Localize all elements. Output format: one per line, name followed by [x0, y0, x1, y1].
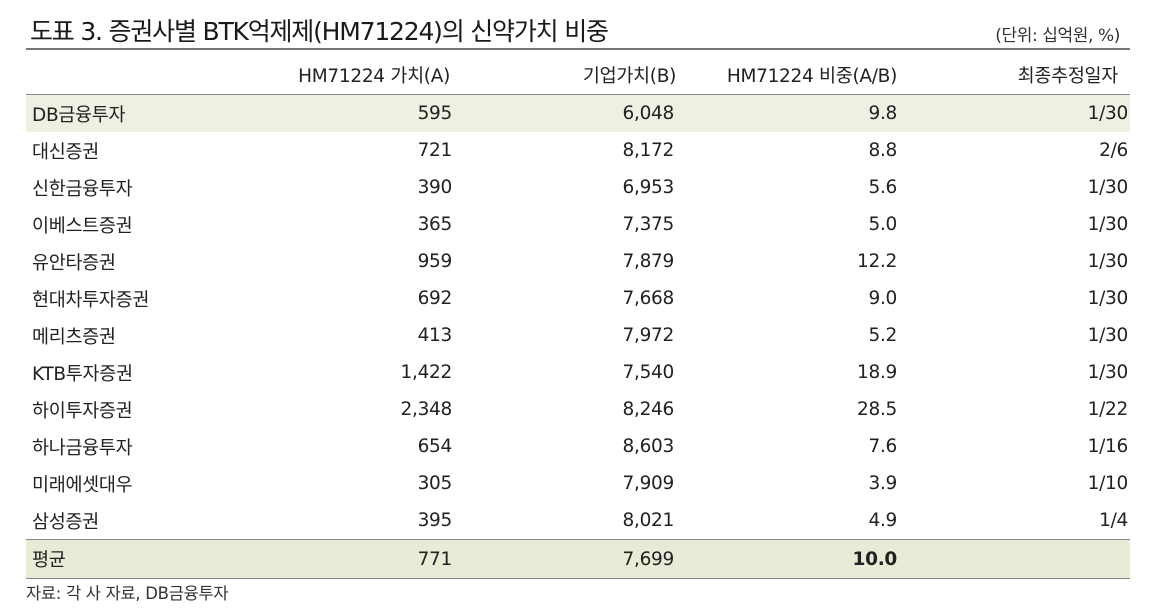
header-share: HM71224 비중(A/B)	[678, 56, 899, 95]
table-title: 도표 3. 증권사별 BTK억제제(HM71224)의 신약가치 비중	[30, 17, 609, 46]
broker-cell: 현대차투자증권	[32, 289, 150, 311]
share-cell: 12.2	[857, 251, 897, 272]
table-row: 삼성증권 395 8,021 4.9 1/4	[26, 502, 1130, 540]
value-cell: 721	[417, 140, 453, 161]
share-cell: 9.8	[678, 94, 899, 132]
date-cell: 1/30	[1087, 251, 1129, 272]
broker-cell: 삼성증권	[32, 511, 99, 533]
table-row: DB금융투자 595 6,048 9.8 1/30	[26, 94, 1130, 132]
value-cell: 959	[417, 251, 453, 272]
date-cell: 1/16	[1087, 436, 1129, 457]
date-cell: 1/30	[1087, 362, 1129, 383]
date-cell: 1/22	[1087, 399, 1129, 420]
table-row: 대신증권 721 8,172 8.8 2/6	[26, 132, 1130, 169]
broker-cell: 하나금융투자	[32, 437, 133, 459]
broker-cell: 하이투자증권	[32, 400, 133, 422]
firm-value-cell: 7,909	[622, 473, 675, 494]
share-cell: 5.2	[868, 325, 897, 346]
firm-value-cell: 6,048	[456, 94, 678, 132]
value-cell: 654	[417, 436, 453, 457]
date-cell: 1/30	[1087, 325, 1129, 346]
broker-cell: 이베스트증권	[32, 215, 133, 237]
share-cell: 4.9	[868, 510, 897, 531]
table-row: 이베스트증권 365 7,375 5.0 1/30	[26, 206, 1130, 243]
average-date	[899, 539, 1130, 579]
date-cell: 1/30	[1087, 214, 1129, 235]
table-body: DB금융투자 595 6,048 9.8 1/30 대신증권 721 8,172 8.8 2/6 신…	[26, 94, 1130, 579]
share-cell: 9.0	[868, 288, 897, 309]
firm-value-cell: 8,172	[622, 140, 675, 161]
value-cell: 413	[417, 325, 453, 346]
table-row: 유안타증권 959 7,879 12.2 1/30	[26, 243, 1130, 280]
average-firm-value: 7,699	[456, 539, 678, 579]
share-cell: 28.5	[857, 399, 897, 420]
value-cell: 2,348	[400, 399, 453, 420]
table-row: 메리츠증권 413 7,972 5.2 1/30	[26, 317, 1130, 354]
firm-value-cell: 7,668	[622, 288, 675, 309]
table-row: 하나금융투자 654 8,603 7.6 1/16	[26, 428, 1130, 465]
average-label: 평균	[26, 539, 226, 579]
date-cell: 1/10	[1087, 473, 1129, 494]
broker-cell: 미래에셋대우	[32, 474, 133, 496]
firm-value-cell: 7,879	[622, 251, 675, 272]
firm-value-cell: 7,375	[622, 214, 675, 235]
value-cell: 390	[417, 177, 453, 198]
firm-value-cell: 6,953	[622, 177, 675, 198]
table-row: 하이투자증권 2,348 8,246 28.5 1/22	[26, 391, 1130, 428]
broker-cell: KTB투자증권	[32, 363, 133, 385]
share-cell: 18.9	[857, 362, 897, 383]
table-row: KTB투자증권 1,422 7,540 18.9 1/30	[26, 354, 1130, 391]
header-date: 최종추정일자	[899, 56, 1130, 95]
average-share: 10.0	[678, 539, 899, 579]
header-broker	[26, 56, 226, 95]
date-cell: 1/30	[899, 94, 1130, 132]
value-cell: 395	[417, 510, 453, 531]
share-cell: 7.6	[868, 436, 897, 457]
header-row: HM71224 가치(A) 기업가치(B) HM71224 비중(A/B) 최종…	[26, 56, 1130, 95]
share-cell: 5.6	[868, 177, 897, 198]
average-row: 평균 771 7,699 10.0	[26, 539, 1130, 579]
table-row: 미래에셋대우 305 7,909 3.9 1/10	[26, 465, 1130, 502]
broker-cell: 메리츠증권	[32, 326, 116, 348]
value-cell: 595	[226, 94, 456, 132]
date-cell: 1/30	[1087, 177, 1129, 198]
value-cell: 692	[417, 288, 453, 309]
firm-value-cell: 7,972	[622, 325, 675, 346]
broker-cell: DB금융투자	[26, 94, 226, 132]
date-cell: 1/30	[1087, 288, 1129, 309]
broker-cell: 신한금융투자	[32, 178, 133, 200]
source-note: 자료: 각 사 자료, DB금융투자	[26, 584, 229, 603]
header-value: HM71224 가치(A)	[226, 56, 456, 95]
table-row: 현대차투자증권 692 7,668 9.0 1/30	[26, 280, 1130, 317]
value-cell: 305	[417, 473, 453, 494]
firm-value-cell: 8,603	[622, 436, 675, 457]
share-cell: 8.8	[868, 140, 897, 161]
share-cell: 3.9	[868, 473, 897, 494]
firm-value-cell: 8,021	[622, 510, 675, 531]
firm-value-cell: 7,540	[622, 362, 675, 383]
share-cell: 5.0	[868, 214, 897, 235]
average-value: 771	[226, 539, 456, 579]
valuation-table: HM71224 가치(A) 기업가치(B) HM71224 비중(A/B) 최종…	[26, 56, 1130, 579]
date-cell: 2/6	[1099, 140, 1128, 161]
date-cell: 1/4	[1099, 510, 1128, 531]
title-bar: 도표 3. 증권사별 BTK억제제(HM71224)의 신약가치 비중 (단위:…	[26, 8, 1130, 50]
broker-cell: 대신증권	[32, 141, 99, 163]
table-row: 신한금융투자 390 6,953 5.6 1/30	[26, 169, 1130, 206]
broker-cell: 유안타증권	[32, 252, 116, 274]
unit-note: (단위: 십억원, %)	[995, 26, 1120, 46]
firm-value-cell: 8,246	[622, 399, 675, 420]
header-firm-value: 기업가치(B)	[456, 56, 678, 95]
value-cell: 1,422	[400, 362, 453, 383]
value-cell: 365	[417, 214, 453, 235]
